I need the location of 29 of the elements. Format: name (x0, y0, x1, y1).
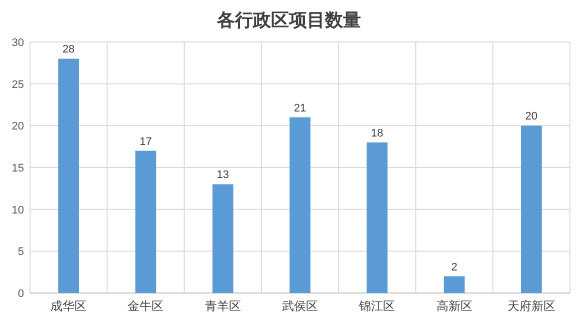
y-tick-label: 15 (12, 162, 24, 174)
chart-title: 各行政区项目数量 (216, 10, 361, 30)
data-label: 18 (371, 127, 384, 140)
y-tick-label: 0 (18, 288, 24, 300)
data-label: 2 (451, 261, 458, 274)
data-label: 17 (140, 136, 152, 148)
bar (366, 142, 388, 293)
x-tick-label: 成华区 (50, 299, 87, 313)
y-tick-label: 25 (12, 78, 24, 91)
bar (290, 117, 310, 293)
data-label: 13 (216, 169, 229, 182)
bar (135, 150, 156, 293)
x-tick-label: 锦江区 (358, 299, 396, 313)
x-tick-label: 高新区 (436, 299, 472, 313)
y-tick-label: 10 (12, 204, 24, 216)
bar (58, 58, 79, 293)
data-label: 21 (294, 102, 306, 114)
bar (521, 126, 542, 293)
data-label: 28 (62, 44, 75, 56)
bar (212, 184, 234, 293)
data-label: 20 (525, 110, 538, 123)
bar (444, 276, 465, 293)
x-tick-label: 青羊区 (204, 299, 241, 313)
x-tick-label: 武侯区 (282, 299, 318, 313)
x-tick-label: 金牛区 (128, 299, 164, 313)
y-tick-label: 30 (12, 37, 24, 49)
x-tick-label: 天府新区 (507, 299, 556, 313)
y-tick-label: 20 (12, 120, 24, 133)
y-tick-label: 5 (18, 246, 24, 258)
